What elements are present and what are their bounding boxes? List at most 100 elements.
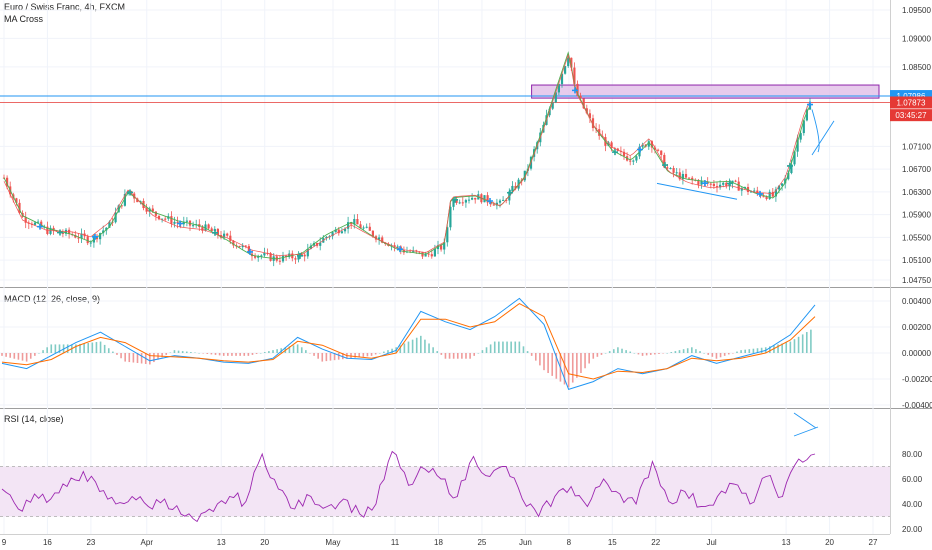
candle-body	[567, 57, 570, 67]
candle-body	[185, 220, 188, 222]
candle-body	[486, 195, 489, 203]
candle-body	[774, 189, 777, 197]
candle-body	[170, 216, 173, 224]
candle-body	[570, 57, 573, 68]
candle-body	[164, 218, 167, 220]
candle-body	[331, 232, 334, 237]
candle-body	[269, 253, 272, 261]
candle-body	[378, 237, 381, 240]
macd-histogram-bar	[190, 352, 192, 353]
macd-histogram-bar	[378, 353, 381, 354]
macd-histogram-bar	[136, 353, 139, 364]
candle-body	[712, 183, 715, 187]
x-tick-label: 13	[782, 538, 791, 547]
macd-histogram-bar	[592, 353, 595, 359]
candle-body	[201, 227, 204, 231]
rsi-line	[1, 450, 816, 523]
candle-body	[117, 205, 120, 213]
macd-histogram-bar	[748, 349, 751, 353]
macd-histogram-bar	[637, 353, 640, 355]
macd-histogram-bar	[444, 353, 447, 359]
macd-histogram-bar	[481, 350, 484, 353]
candle-body	[647, 141, 650, 147]
candle-body	[737, 181, 740, 191]
x-tick-label: 25	[477, 538, 486, 547]
candle-body	[669, 167, 672, 169]
macd-histogram-bar	[608, 351, 611, 353]
macd-histogram-bar	[185, 351, 188, 353]
candle-body	[449, 206, 452, 228]
macd-histogram-bar	[272, 350, 274, 353]
macd-histogram-bar	[29, 353, 32, 359]
macd-histogram-bar	[485, 347, 488, 353]
macd-histogram-bar	[658, 353, 660, 354]
macd-histogram-bar	[370, 353, 373, 356]
candle-body	[27, 222, 30, 224]
candle-body	[579, 95, 582, 99]
macd-histogram-bar	[793, 339, 796, 353]
macd-histogram-bar	[227, 353, 229, 356]
macd-histogram-bar	[514, 341, 517, 353]
macd-histogram-bar	[342, 353, 344, 360]
macd-histogram-bar	[629, 351, 632, 353]
macd-histogram-bar	[584, 353, 586, 369]
candle-body	[319, 242, 322, 246]
macd-histogram-bar	[498, 341, 500, 353]
candle-body	[691, 177, 694, 180]
macd-histogram-bar	[305, 350, 307, 353]
macd-histogram-bar	[744, 349, 746, 353]
macd-histogram-bar	[177, 350, 180, 353]
candle-body	[573, 67, 576, 84]
macd-histogram-bar	[489, 344, 492, 353]
candle-body	[210, 228, 213, 232]
candle-body	[427, 253, 430, 255]
candle-body	[33, 222, 37, 225]
x-tick-label: Apr	[141, 538, 154, 547]
candle-body	[464, 200, 467, 203]
candle-body	[381, 237, 384, 243]
candle-body	[173, 221, 176, 224]
macd-histogram-bar	[107, 348, 110, 353]
ma-cross-marker	[212, 229, 218, 236]
candle-body	[511, 185, 514, 192]
macd-histogram-bar	[678, 350, 681, 353]
macd-histogram-bar	[703, 353, 705, 354]
candle-body	[650, 141, 653, 148]
ma-cross-marker	[247, 248, 253, 255]
macd-tick-label: 0.00400	[902, 297, 931, 306]
candle-body	[343, 228, 347, 232]
macd-histogram-bar	[555, 353, 558, 379]
macd-histogram-bar	[789, 341, 792, 353]
macd-histogram-bar	[547, 353, 549, 374]
rsi-tick-label: 20.00	[902, 525, 923, 534]
candle-body	[446, 227, 449, 243]
macd-histogram-bar	[247, 353, 250, 356]
macd-histogram-bar	[34, 353, 36, 356]
ma-cross-marker	[702, 180, 708, 187]
macd-histogram-bar	[448, 353, 451, 359]
price-tick-label: 1.06700	[902, 165, 931, 174]
candle-body	[467, 199, 471, 201]
candle-body	[660, 150, 663, 155]
candle-body	[254, 256, 257, 258]
macd-histogram-bar	[424, 339, 426, 353]
macd-histogram-bar	[428, 343, 430, 353]
macd-histogram-bar	[309, 353, 311, 354]
candle-body	[697, 180, 700, 185]
macd-histogram-bar	[288, 346, 291, 353]
macd-histogram-bar	[625, 350, 627, 353]
candle-body	[371, 230, 374, 237]
ma-cross-marker	[127, 189, 133, 196]
macd-histogram-bar	[354, 353, 356, 358]
candle-body	[347, 222, 350, 229]
candle-body	[303, 254, 306, 257]
ma-cross-marker	[662, 162, 668, 169]
ma-cross-marker	[177, 220, 183, 227]
macd-histogram-bar	[276, 349, 278, 353]
ma-cross-marker	[727, 180, 733, 187]
macd-histogram-bar	[58, 344, 61, 353]
macd-histogram-bar	[641, 353, 644, 356]
candle-body	[514, 185, 517, 189]
macd-histogram-bar	[99, 341, 102, 353]
